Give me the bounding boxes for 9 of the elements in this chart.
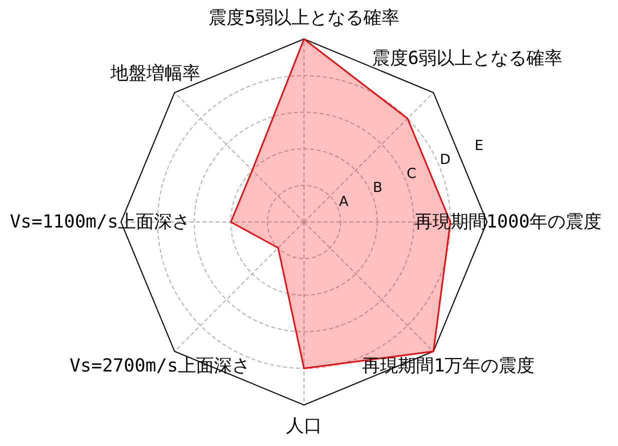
- spoke-label: 人口: [286, 416, 322, 436]
- spoke-label: 震度5弱以上となる確率: [208, 8, 400, 28]
- y-tick-label: A: [339, 194, 350, 210]
- y-tick-label: C: [406, 166, 416, 182]
- spoke-label: 震度6弱以上となる確率: [372, 48, 563, 70]
- spoke-label: 地盤増幅率: [110, 63, 201, 84]
- y-tick-label: D: [440, 152, 451, 168]
- y-tick-label: E: [474, 138, 484, 154]
- y-tick-label: B: [372, 180, 382, 196]
